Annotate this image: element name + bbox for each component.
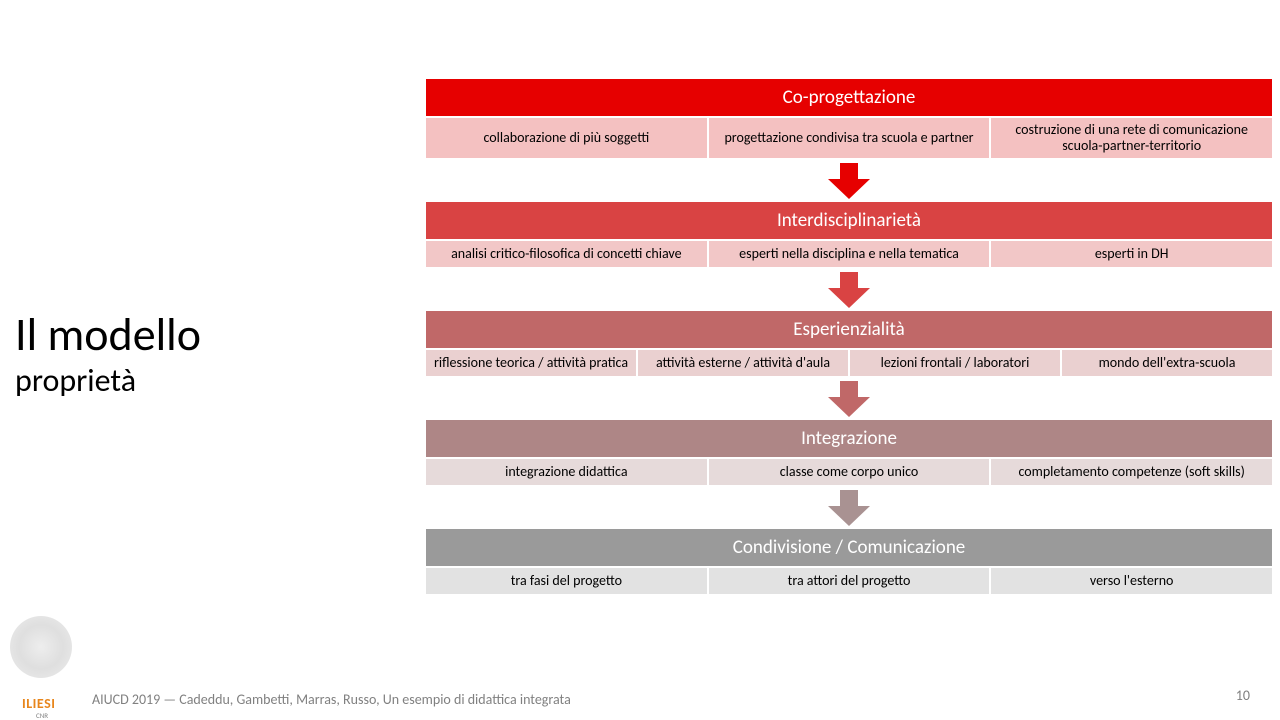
flow-block-cell: tra fasi del progetto: [425, 567, 708, 595]
page-number: 10: [1236, 687, 1250, 704]
arrow-down-icon: [425, 268, 1273, 310]
flow-block: Co-progettazionecollaborazione di più so…: [425, 78, 1273, 159]
flow-block-row: collaborazione di più soggettiprogettazi…: [425, 117, 1273, 159]
flow-block-cell: classe come corpo unico: [708, 458, 991, 486]
flow-block-row: tra fasi del progettotra attori del prog…: [425, 567, 1273, 595]
flow-block-row: integrazione didatticaclasse come corpo …: [425, 458, 1273, 486]
arrow-down-icon: [425, 486, 1273, 528]
flow-block-cell: esperti in DH: [990, 240, 1273, 268]
flow-block-cell: esperti nella disciplina e nella tematic…: [708, 240, 991, 268]
flow-block-header: Condivisione / Comunicazione: [425, 528, 1273, 567]
arrow-down-icon: [425, 159, 1273, 201]
flow-block-cell: progettazione condivisa tra scuola e par…: [708, 117, 991, 159]
flow-block-cell: costruzione di una rete di comunicazione…: [990, 117, 1273, 159]
flow-block-cell: tra attori del progetto: [708, 567, 991, 595]
flow-block: Condivisione / Comunicazionetra fasi del…: [425, 528, 1273, 595]
flow-block-cell: mondo dell'extra-scuola: [1061, 349, 1273, 377]
seal-logo-icon: [10, 616, 72, 678]
flow-block-cell: integrazione didattica: [425, 458, 708, 486]
flow-block-cell: completamento competenze (soft skills): [990, 458, 1273, 486]
title-main: Il modello: [15, 310, 201, 361]
arrow-down-icon: [425, 377, 1273, 419]
flow-block-cell: analisi critico-filosofica di concetti c…: [425, 240, 708, 268]
flow-diagram: Co-progettazionecollaborazione di più so…: [425, 78, 1273, 595]
flow-block: Interdisciplinarietàanalisi critico-filo…: [425, 201, 1273, 268]
cnr-label: CNR: [36, 711, 48, 720]
footer-citation: AIUCD 2019 — Cadeddu, Gambetti, Marras, …: [92, 691, 571, 708]
flow-block-row: riflessione teorica / attività praticaat…: [425, 349, 1273, 377]
flow-block-row: analisi critico-filosofica di concetti c…: [425, 240, 1273, 268]
flow-block: Esperienzialitàriflessione teorica / att…: [425, 310, 1273, 377]
title-block: Il modello proprietà: [15, 310, 201, 398]
flow-block-header: Co-progettazione: [425, 78, 1273, 117]
flow-block-header: Interdisciplinarietà: [425, 201, 1273, 240]
iliesi-logo: ILIESI: [22, 695, 55, 712]
flow-block-cell: attività esterne / attività d'aula: [637, 349, 849, 377]
flow-block-header: Esperienzialità: [425, 310, 1273, 349]
title-sub: proprietà: [15, 363, 201, 398]
flow-block-cell: collaborazione di più soggetti: [425, 117, 708, 159]
flow-block: Integrazioneintegrazione didatticaclasse…: [425, 419, 1273, 486]
flow-block-cell: lezioni frontali / laboratori: [849, 349, 1061, 377]
flow-block-cell: verso l'esterno: [990, 567, 1273, 595]
flow-block-header: Integrazione: [425, 419, 1273, 458]
flow-block-cell: riflessione teorica / attività pratica: [425, 349, 637, 377]
